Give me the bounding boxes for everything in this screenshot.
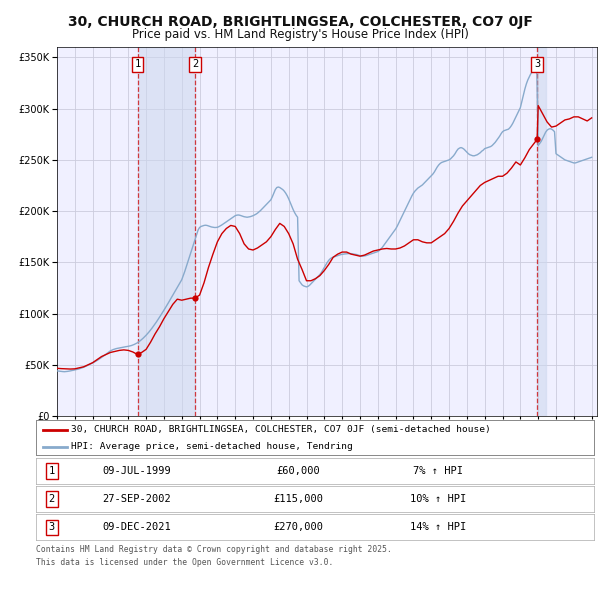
Text: 1: 1 [134,60,140,70]
Text: £270,000: £270,000 [273,523,323,532]
Bar [137,47,195,416]
Text: HPI: Average price, semi-detached house, Tendring: HPI: Average price, semi-detached house,… [71,442,352,451]
Text: Contains HM Land Registry data © Crown copyright and database right 2025.: Contains HM Land Registry data © Crown c… [36,545,392,554]
Text: 09-JUL-1999: 09-JUL-1999 [102,466,171,476]
Text: 14% ↑ HPI: 14% ↑ HPI [410,523,466,532]
Text: 3: 3 [534,60,540,70]
Text: 30, CHURCH ROAD, BRIGHTLINGSEA, COLCHESTER, CO7 0JF (semi-detached house): 30, CHURCH ROAD, BRIGHTLINGSEA, COLCHEST… [71,425,490,434]
Text: £60,000: £60,000 [277,466,320,476]
Text: 2: 2 [49,494,55,504]
Text: 09-DEC-2021: 09-DEC-2021 [102,523,171,532]
Text: 10% ↑ HPI: 10% ↑ HPI [410,494,466,504]
Text: 27-SEP-2002: 27-SEP-2002 [102,494,171,504]
Text: £115,000: £115,000 [273,494,323,504]
Text: 1: 1 [49,466,55,476]
Text: 3: 3 [49,523,55,532]
Text: 7% ↑ HPI: 7% ↑ HPI [413,466,463,476]
Text: 2: 2 [192,60,198,70]
Bar [537,47,546,416]
Text: This data is licensed under the Open Government Licence v3.0.: This data is licensed under the Open Gov… [36,558,334,567]
Text: Price paid vs. HM Land Registry's House Price Index (HPI): Price paid vs. HM Land Registry's House … [131,28,469,41]
Text: 30, CHURCH ROAD, BRIGHTLINGSEA, COLCHESTER, CO7 0JF: 30, CHURCH ROAD, BRIGHTLINGSEA, COLCHEST… [68,15,532,29]
